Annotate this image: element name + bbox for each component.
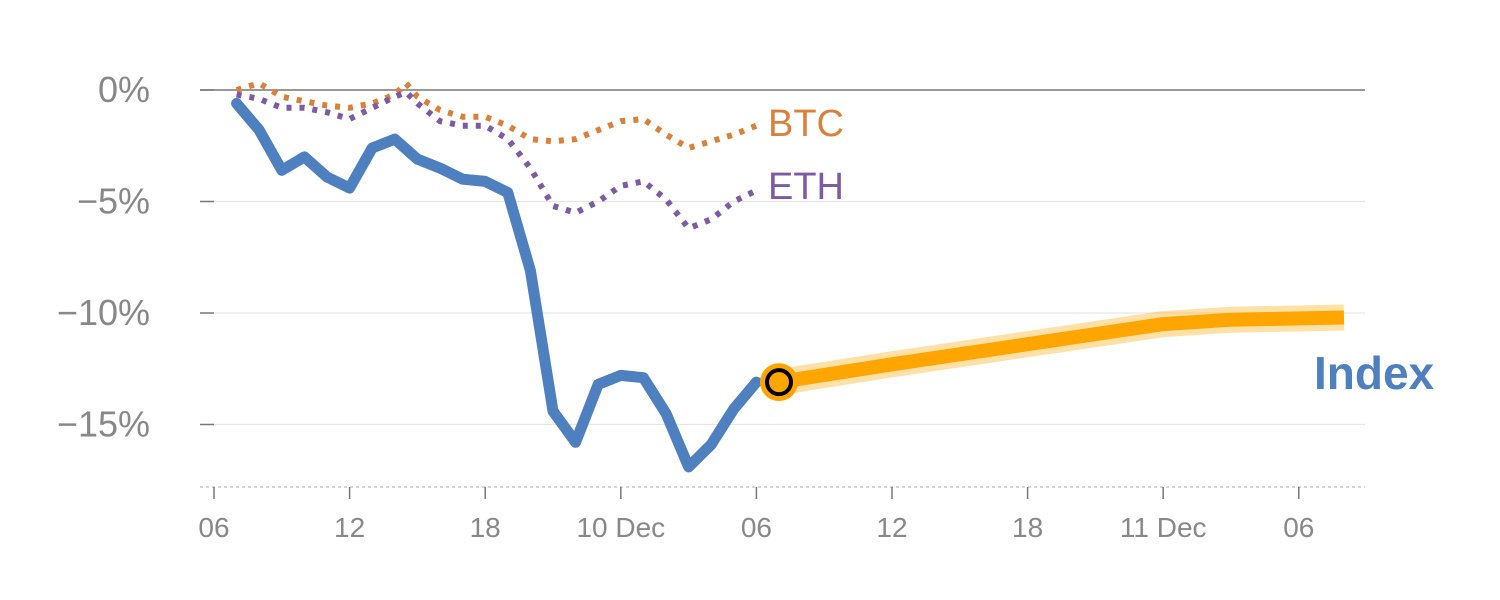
y-tick-label: −10%: [57, 292, 150, 333]
index-series-line: [231, 97, 762, 473]
x-tick-label: 06: [741, 512, 772, 543]
x-tick-label: 12: [876, 512, 907, 543]
eth-series-line: [236, 89, 758, 232]
btc-series-line: [235, 80, 758, 151]
forecast-marker: [765, 368, 793, 397]
x-tick-label: 18: [1012, 512, 1043, 543]
btc-series-label: BTC: [768, 103, 844, 145]
forecast-line: [777, 310, 1345, 390]
axes: 0% −5% −10% −15% 06 12 18 10 Dec 06 12 18 11 Dec 06: [57, 69, 1365, 543]
y-tick-label: −15%: [57, 404, 150, 445]
eth-series-label: ETH: [768, 166, 844, 208]
y-tick-label: −5%: [77, 181, 150, 222]
x-tick-label: 18: [470, 512, 501, 543]
series-group: [231, 80, 1345, 473]
x-tick-label: 12: [334, 512, 365, 543]
index-series-label: Index: [1314, 347, 1435, 399]
series-labels: BTC ETH Index: [768, 103, 1435, 399]
x-tick-label: 06: [1283, 512, 1314, 543]
x-tick-label: 06: [198, 512, 229, 543]
gridlines: [200, 89, 1365, 426]
y-tick-label: 0%: [98, 69, 150, 110]
x-tick-label: 10 Dec: [576, 512, 665, 543]
x-tick-label: 11 Dec: [1120, 512, 1207, 543]
